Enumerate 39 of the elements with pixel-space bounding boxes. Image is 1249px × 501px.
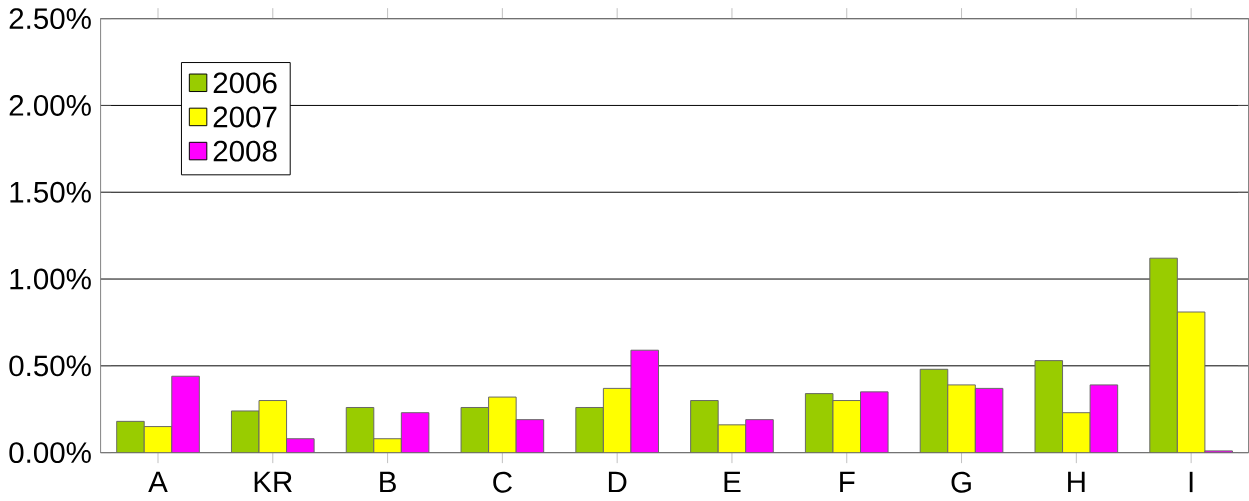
- bar: [1062, 412, 1091, 453]
- bar: [345, 407, 375, 453]
- bar: [717, 424, 747, 453]
- bar: [1034, 360, 1064, 453]
- bar: [690, 400, 719, 453]
- bar: [460, 407, 490, 453]
- bar: [116, 420, 145, 453]
- y-tick-label: 0.00%: [9, 442, 91, 464]
- x-tick-label: C: [493, 471, 512, 493]
- bar: [919, 368, 949, 453]
- x-tick-label: KR: [254, 471, 292, 493]
- bar: [804, 393, 834, 453]
- legend-label: 2007: [213, 106, 277, 128]
- x-tick-label: D: [608, 471, 627, 493]
- bar: [832, 400, 862, 453]
- bar: [1149, 257, 1178, 453]
- bar: [947, 384, 976, 453]
- bar: [488, 396, 517, 453]
- bar: [1176, 311, 1206, 453]
- bar: [602, 387, 632, 453]
- x-tick-label: G: [951, 471, 971, 493]
- bar: [258, 400, 288, 453]
- x-tick-label: B: [380, 471, 396, 493]
- x-tick-label: H: [1068, 471, 1085, 493]
- bar: [575, 407, 604, 453]
- x-tick-label: F: [840, 471, 855, 493]
- legend-label: 2006: [213, 72, 277, 94]
- y-tick-label: 0.50%: [9, 355, 91, 377]
- legend-label: 2008: [213, 140, 277, 162]
- y-tick-label: 2.00%: [9, 95, 91, 116]
- bar: [373, 438, 402, 453]
- bar: [230, 410, 260, 453]
- y-tick-label: 2.50%: [9, 8, 91, 30]
- y-tick-label: 1.50%: [10, 181, 91, 203]
- x-tick-label: E: [724, 471, 741, 493]
- y-tick-label: 1.00%: [10, 268, 91, 290]
- x-tick-label: I: [1189, 471, 1193, 493]
- x-tick-label: A: [148, 471, 168, 493]
- bar: [143, 426, 173, 453]
